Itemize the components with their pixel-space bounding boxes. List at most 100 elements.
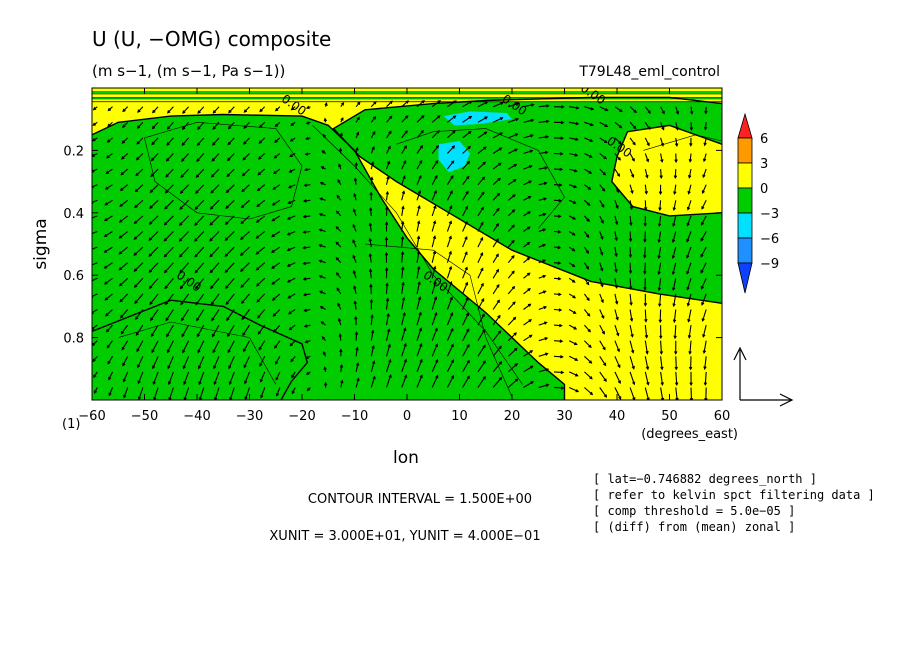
wind-vector: [416, 235, 421, 248]
wind-vector: [179, 262, 190, 274]
wind-vector: [477, 360, 486, 373]
wind-vector: [431, 159, 439, 170]
wind-vector: [492, 207, 500, 217]
wind-vector: [701, 200, 707, 210]
wind-vector: [181, 153, 190, 162]
wind-vector: [416, 281, 421, 295]
wind-vector: [318, 275, 326, 279]
wind-vector: [319, 306, 326, 310]
wind-vector: [492, 132, 504, 139]
wind-vector: [355, 377, 360, 388]
wind-vector: [401, 342, 407, 357]
wind-vector: [507, 285, 516, 295]
positive-region-east: [611, 125, 722, 216]
wind-vector: [227, 121, 235, 130]
note-2: [ refer to kelvin spct filtering data ]: [593, 488, 875, 502]
wind-vector: [446, 327, 454, 341]
wind-vector: [210, 277, 220, 290]
wind-vector: [462, 281, 469, 295]
wind-vector: [336, 287, 342, 295]
wind-vector: [416, 129, 424, 139]
wind-vector: [335, 241, 342, 248]
wind-vector: [286, 246, 296, 252]
wind-vector: [92, 168, 98, 173]
wind-vector: [122, 356, 129, 367]
wind-vector: [274, 106, 281, 112]
wind-vector: [492, 177, 501, 186]
wind-vector: [339, 348, 343, 357]
wind-vector: [255, 231, 266, 239]
wind-vector: [290, 106, 296, 111]
wind-vector: [272, 168, 281, 175]
wind-vector: [492, 345, 502, 357]
y-axis-label: sigma: [31, 218, 51, 269]
wind-vector: [271, 246, 281, 253]
wind-vector: [119, 184, 129, 191]
wind-vector: [447, 130, 456, 139]
wind-vector: [339, 364, 344, 372]
wind-vector: [568, 262, 576, 268]
wind-vector: [338, 147, 343, 154]
wind-vector: [568, 246, 576, 252]
wind-vector: [416, 100, 425, 108]
wind-vector: [255, 277, 266, 287]
wind-vector: [255, 215, 266, 223]
wind-vector: [538, 135, 550, 139]
colorbar-label: 6: [760, 132, 768, 147]
wind-vector: [629, 324, 634, 338]
wind-vector: [256, 184, 266, 192]
wind-vector: [538, 383, 550, 389]
wind-vector: [258, 340, 266, 351]
wind-vector: [538, 305, 548, 311]
wind-vector: [337, 179, 342, 185]
wind-vector: [629, 309, 634, 322]
wind-vector: [183, 371, 190, 386]
wind-vector: [614, 121, 623, 129]
x-tick-label: 40: [609, 409, 626, 424]
wind-vector: [660, 371, 664, 386]
wind-vector: [225, 199, 235, 210]
colorbar-segment: [737, 237, 753, 264]
wind-vector: [599, 246, 604, 256]
wind-vector: [166, 324, 174, 338]
wind-vector: [689, 371, 693, 387]
wind-vector: [302, 246, 311, 250]
wind-vector: [492, 299, 500, 310]
wind-vector: [152, 371, 159, 386]
wind-vector: [703, 122, 708, 131]
wind-vector: [523, 180, 533, 186]
wind-vector: [224, 231, 235, 242]
wind-vector: [508, 148, 519, 154]
wind-vector: [255, 262, 266, 271]
wind-vector: [290, 121, 296, 126]
wind-vector: [644, 387, 650, 400]
wind-vector: [538, 228, 547, 233]
wind-vector: [106, 153, 113, 159]
wind-vector: [477, 206, 484, 217]
wind-vector: [385, 343, 391, 357]
wind-vector: [672, 309, 677, 324]
wind-vector: [385, 190, 390, 201]
wind-vector: [338, 163, 342, 170]
wind-vector: [228, 106, 235, 114]
wind-vector: [302, 261, 311, 266]
wind-vector: [644, 184, 649, 195]
wind-vector: [302, 230, 311, 234]
wind-vector: [477, 146, 487, 154]
wind-vector: [416, 343, 423, 357]
chart-subtitle: (m s−1, (m s−1, Pa s−1)): [92, 62, 285, 80]
wind-vector: [568, 371, 579, 377]
wind-vector: [416, 265, 421, 279]
wind-vector: [629, 153, 635, 162]
wind-vector: [209, 199, 220, 210]
colorbar-label: 0: [760, 182, 768, 197]
wind-vector: [354, 331, 359, 341]
wind-vector: [674, 137, 679, 147]
wind-vector: [523, 149, 534, 155]
wind-vector: [271, 262, 281, 269]
wind-vector: [568, 293, 577, 299]
wind-vector: [150, 153, 159, 162]
wind-vector: [568, 309, 577, 314]
wind-vector: [416, 220, 421, 232]
wind-vector: [181, 324, 190, 338]
